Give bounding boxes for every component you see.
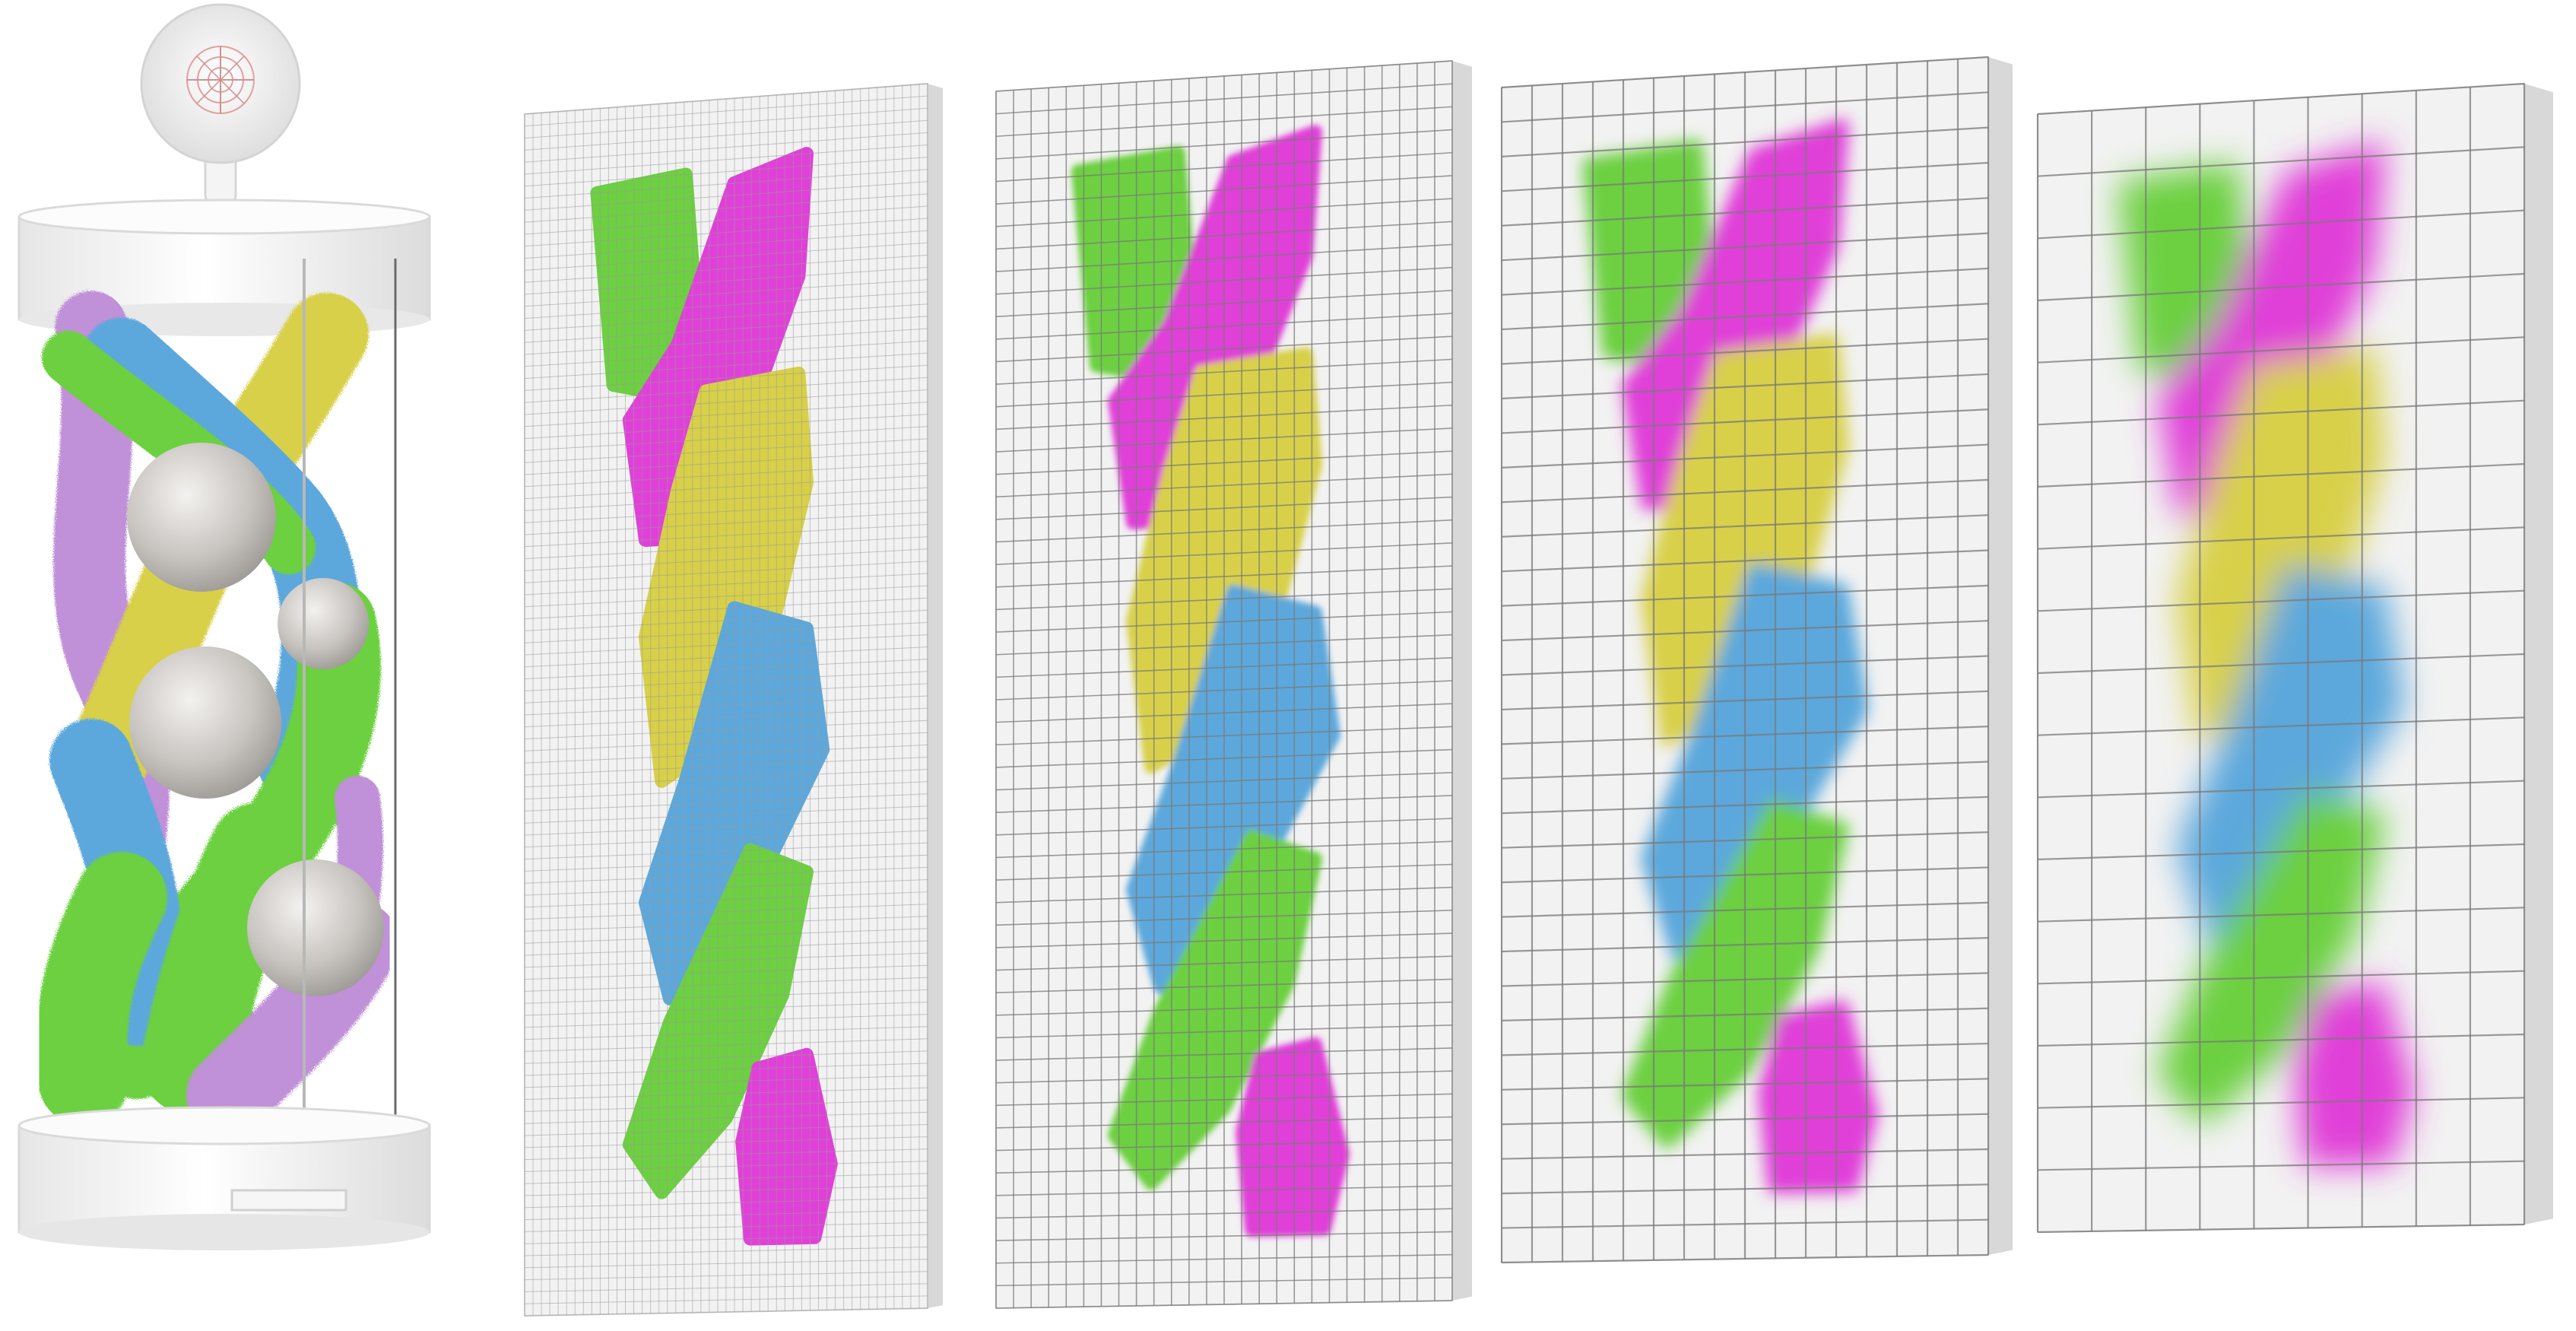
color-region-magenta [1236, 1037, 1350, 1237]
grid-panel-fine [524, 82, 943, 1317]
color-region-magenta [2293, 981, 2415, 1167]
panel-side-face [1988, 57, 2013, 1255]
voxel-grid [995, 60, 1453, 1309]
panel-side-face [1452, 61, 1472, 1301]
color-regions [2118, 142, 2415, 1167]
color-region-magenta [735, 1047, 838, 1246]
capture-cylinder [17, 3, 431, 1250]
glass-rod [303, 259, 397, 1148]
color-region-green [1621, 799, 1849, 1149]
bottom-base [17, 1106, 431, 1250]
overhead-camera-icon [140, 3, 301, 207]
voxel-grid [524, 83, 928, 1317]
color-region-magenta [1757, 1000, 1879, 1194]
voxel-grid [2036, 82, 2526, 1234]
panel-side-face [2524, 84, 2553, 1225]
panel-side-face [928, 84, 943, 1308]
metal-spheres [127, 443, 384, 996]
grid-panel-coarsest [2036, 82, 2553, 1234]
grid-panel-coarse [1500, 56, 2013, 1264]
voxel-grid [1500, 56, 1990, 1264]
grid-panel-medium [995, 59, 1472, 1310]
color-region-green [2157, 791, 2385, 1124]
